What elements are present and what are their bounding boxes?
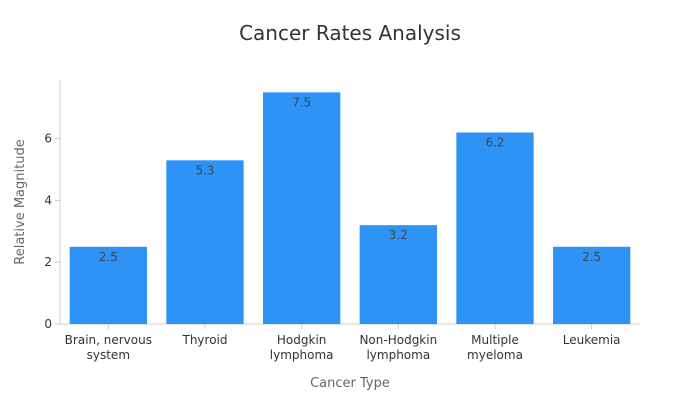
x-tick-label-line: Leukemia [563,333,621,347]
x-tick-label-line: Thyroid [182,333,228,347]
bar [69,246,147,324]
x-tick-label-line: Hodgkin [277,333,327,347]
x-tick-label-line: Multiple [471,333,519,347]
chart-title: Cancer Rates Analysis [239,21,461,45]
x-tick-label-line: lymphoma [366,348,430,362]
y-tick-label: 0 [44,317,52,331]
x-tick-label: Thyroid [182,333,228,347]
y-tick-label: 4 [44,193,52,207]
bar-value-label: 7.5 [292,95,311,109]
x-axis-title: Cancer Type [310,376,390,391]
x-tick-label: Leukemia [563,333,621,347]
bar [456,132,534,324]
x-tick-label-line: lymphoma [270,348,334,362]
x-tick-label: Brain, nervous system [65,333,152,362]
bar-value-label: 3.2 [389,228,408,242]
bar-value-label: 6.2 [485,136,504,150]
x-tick-label-line: Non-Hodgkin [359,333,437,347]
bar [359,225,437,324]
x-tick-label: Multiple myeloma [467,333,523,362]
bar-value-label: 5.3 [195,163,214,177]
bar [263,92,341,324]
bar [553,246,631,324]
y-tick-label: 2 [44,255,52,269]
x-tick-label-line: Brain, nervous [65,333,152,347]
x-tick-label: Hodgkin lymphoma [270,333,334,362]
plot-area: 0 2 4 6 2.5 Brain, nervous system 5.3 Thyroid 7.5… [44,80,640,362]
bar-value-label: 2.5 [582,250,601,264]
x-tick-label-line: system [87,348,130,362]
y-tick-label: 6 [44,132,52,146]
bar [166,160,244,324]
y-axis-title: Relative Magnitude [13,139,28,264]
x-tick-label: Non-Hodgkin lymphoma [359,333,437,362]
x-tick-label-line: myeloma [467,348,523,362]
bar-value-label: 2.5 [99,250,118,264]
